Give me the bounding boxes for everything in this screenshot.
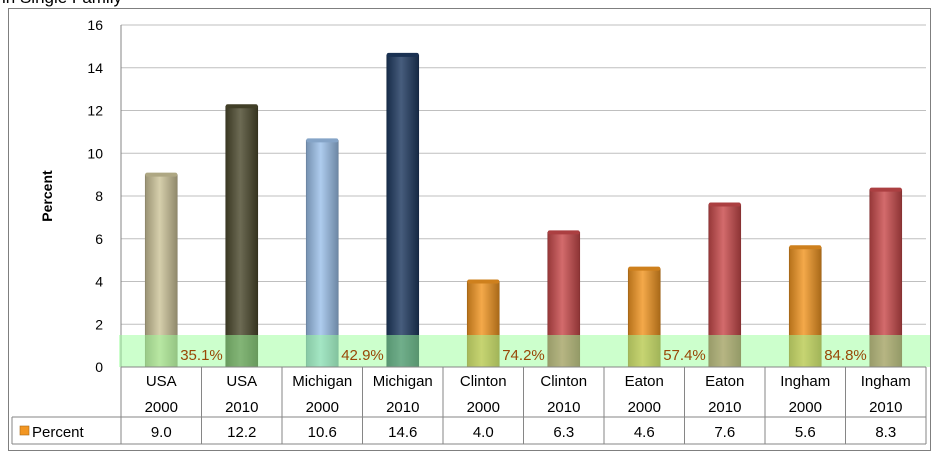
- x-category-label: Michigan: [373, 373, 433, 390]
- bar-cap: [708, 202, 741, 207]
- x-category-label: USA: [146, 373, 177, 390]
- chart-title-fragment: in Single Family: [0, 0, 400, 10]
- data-table-value: 4.6: [634, 424, 655, 441]
- bar-cap: [225, 104, 258, 109]
- bar-cap: [869, 187, 902, 192]
- y-tick-label: 6: [95, 231, 103, 247]
- x-category-year: 2000: [306, 399, 339, 416]
- bar-chart: 0 2 4 6 8 10 12 14 16 Percent 35.1% 42.9% 74.2% 57.4%…: [11, 17, 930, 445]
- percent-change-label: 84.8%: [824, 347, 867, 364]
- y-tick-label: 0: [95, 359, 103, 375]
- x-category-label: USA: [226, 373, 257, 390]
- data-table-value: 14.6: [388, 424, 417, 441]
- annotation-band: [119, 335, 930, 367]
- chart-frame: 0 2 4 6 8 10 12 14 16 Percent 35.1% 42.9% 74.2% 57.4%…: [8, 8, 931, 451]
- bar-cap: [145, 172, 178, 177]
- x-category-label: Ingham: [780, 373, 830, 390]
- x-category-label: Michigan: [292, 373, 352, 390]
- y-tick-label: 4: [95, 274, 103, 290]
- x-category-label: Ingham: [861, 373, 911, 390]
- x-category-year: 2000: [789, 399, 822, 416]
- y-tick-label: 12: [87, 103, 103, 119]
- x-category-label: Clinton: [540, 373, 587, 390]
- bar-cap: [306, 138, 339, 143]
- x-category-year: 2000: [467, 399, 500, 416]
- percent-change-label: 35.1%: [180, 347, 223, 364]
- percent-change-label: 57.4%: [663, 347, 706, 364]
- y-tick-label: 10: [87, 145, 103, 161]
- bar-cap: [547, 230, 580, 235]
- bar[interactable]: [225, 105, 259, 368]
- y-tick-label: 2: [95, 316, 103, 332]
- x-category-year: 2010: [708, 399, 741, 416]
- data-table-value: 5.6: [795, 424, 816, 441]
- y-tick-label: 8: [95, 188, 103, 204]
- x-category-label: Eaton: [625, 373, 664, 390]
- data-table-value: 7.6: [714, 424, 735, 441]
- legend-swatch: [19, 425, 30, 436]
- data-table-value: 6.3: [553, 424, 574, 441]
- y-tick-label: 14: [87, 60, 103, 76]
- y-tick-label: 16: [87, 17, 103, 33]
- bar[interactable]: [144, 174, 178, 368]
- data-table-value: 12.2: [227, 424, 256, 441]
- x-category-year: 2010: [386, 399, 419, 416]
- x-category-label: Eaton: [705, 373, 744, 390]
- chart-title-text: in Single Family: [2, 0, 122, 8]
- x-category-year: 2000: [145, 399, 178, 416]
- bar[interactable]: [305, 140, 339, 368]
- legend-label: Percent: [32, 424, 85, 441]
- percent-change-label: 74.2%: [502, 347, 545, 364]
- x-category-year: 2000: [628, 399, 661, 416]
- data-table-value: 10.6: [308, 424, 337, 441]
- data-table-value: 8.3: [875, 424, 896, 441]
- bar[interactable]: [386, 54, 420, 368]
- y-axis-title: Percent: [39, 170, 55, 222]
- bar-cap: [789, 245, 822, 250]
- bar-cap: [628, 266, 661, 271]
- bar-cap: [386, 52, 419, 57]
- percent-change-label: 42.9%: [341, 347, 384, 364]
- x-category-label: Clinton: [460, 373, 507, 390]
- data-table-value: 4.0: [473, 424, 494, 441]
- bar-cap: [467, 279, 500, 284]
- data-table-value: 9.0: [151, 424, 172, 441]
- x-category-year: 2010: [547, 399, 580, 416]
- x-category-year: 2010: [225, 399, 258, 416]
- x-category-year: 2010: [869, 399, 902, 416]
